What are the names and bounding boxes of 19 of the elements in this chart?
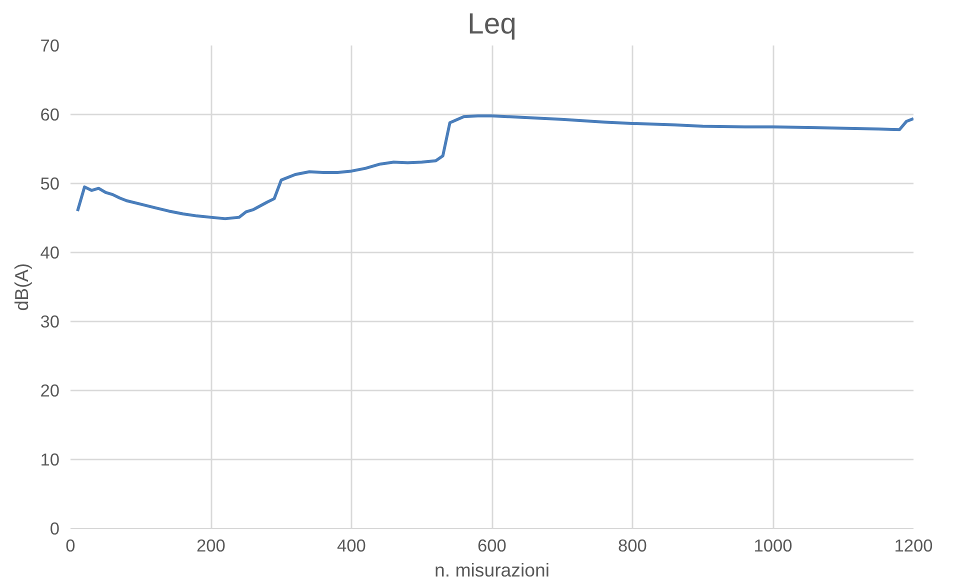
- y-tick-label: 50: [40, 174, 60, 194]
- x-axis-title: n. misurazioni: [434, 560, 550, 580]
- y-tick-label: 0: [50, 518, 60, 538]
- x-tick-label: 0: [66, 536, 76, 556]
- y-tick-label: 70: [40, 36, 60, 56]
- x-tick-label: 800: [618, 536, 647, 556]
- x-tick-label: 1200: [894, 536, 933, 556]
- chart-title: Leq: [468, 8, 516, 40]
- x-tick-label: 200: [196, 536, 226, 556]
- y-tick-label: 20: [40, 380, 60, 400]
- y-tick-label: 30: [40, 312, 60, 332]
- y-tick-label: 60: [40, 104, 60, 124]
- line-series: [76, 114, 914, 220]
- y-axis-title: dB(A): [11, 263, 32, 311]
- y-tick-label: 40: [40, 242, 60, 262]
- x-tick-label: 400: [337, 536, 366, 556]
- x-tick-label: 1000: [754, 536, 792, 556]
- x-tick-label: 600: [478, 536, 506, 556]
- y-tick-label: 10: [40, 450, 60, 470]
